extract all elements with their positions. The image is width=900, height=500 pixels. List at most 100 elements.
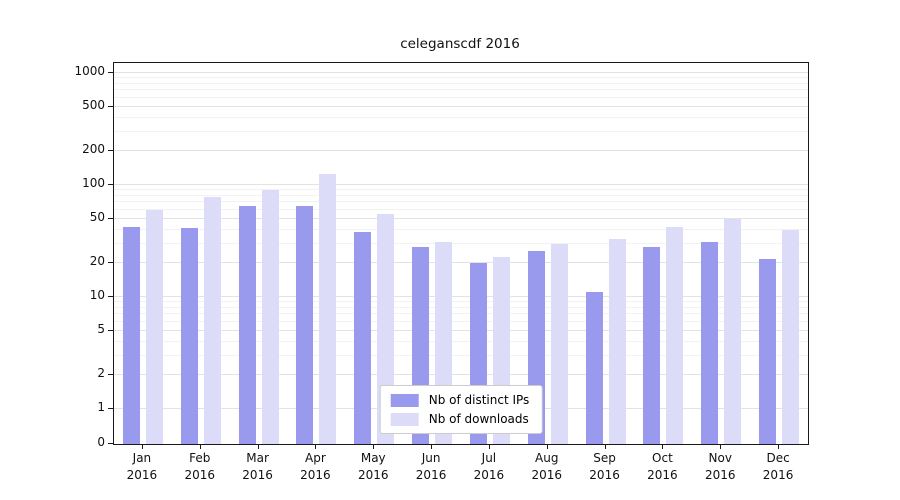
x-tick-label: May 2016 [343, 450, 403, 485]
bar-distinct-ips [180, 228, 198, 444]
bar-downloads [203, 197, 221, 444]
bar-downloads [550, 243, 568, 444]
legend-item-distinct-ips: Nb of distinct IPs [390, 393, 530, 407]
bar-distinct-ips [354, 232, 372, 444]
major-gridline [114, 262, 808, 264]
legend-swatch-downloads-icon [390, 412, 419, 426]
bar-distinct-ips [238, 206, 256, 444]
x-tick-month: Sep [593, 451, 616, 465]
y-tick-label: 0 [97, 435, 105, 449]
x-tick-year: 2016 [704, 468, 736, 483]
y-tick-label: 1000 [74, 64, 105, 78]
minor-gridline [114, 340, 808, 342]
major-gridline [114, 150, 808, 152]
minor-gridline [114, 242, 808, 244]
minor-gridline [114, 194, 808, 196]
x-tickmark [257, 444, 259, 449]
bar-downloads [261, 190, 279, 444]
minor-gridline [114, 301, 808, 303]
x-tick-year: 2016 [762, 468, 794, 483]
x-tick-label: Jun 2016 [401, 450, 461, 485]
major-gridline [114, 296, 808, 297]
plot-area: Nb of distinct IPs Nb of downloads [113, 62, 809, 445]
minor-gridline [114, 116, 808, 118]
x-tick-month: Dec [766, 451, 790, 465]
x-tickmark [720, 444, 722, 449]
x-tick-year: 2016 [473, 468, 505, 483]
x-tickmark [315, 444, 317, 449]
x-tick-label: Oct 2016 [632, 450, 692, 485]
bar-downloads [666, 227, 684, 444]
x-tick-month: Aug [535, 451, 559, 465]
major-gridline [114, 184, 808, 185]
y-tick-label: 5 [97, 321, 105, 336]
legend-item-downloads: Nb of downloads [390, 412, 530, 426]
minor-gridline [114, 189, 808, 191]
minor-gridline [114, 130, 808, 132]
minor-gridline [114, 354, 808, 356]
x-tick-month: May [360, 451, 386, 465]
y-tickmark [108, 296, 113, 297]
x-tick-label: Dec 2016 [748, 450, 808, 485]
y-tick-label: 10 [89, 288, 105, 302]
major-gridline [114, 72, 808, 73]
bar-distinct-ips [701, 242, 719, 444]
y-tick-label: 500 [82, 97, 105, 112]
minor-gridline [114, 313, 808, 315]
y-tickmark [108, 262, 113, 264]
x-tick-month: Mar [246, 451, 269, 465]
major-gridline [114, 374, 808, 376]
x-tick-label: Jan 2016 [112, 450, 172, 485]
x-tickmark [662, 444, 664, 449]
bar-downloads [145, 209, 163, 444]
x-tickmark [488, 444, 490, 449]
minor-gridline [114, 306, 808, 308]
x-tick-label: Feb 2016 [170, 450, 230, 485]
legend: Nb of distinct IPs Nb of downloads [379, 385, 543, 434]
legend-label-distinct-ips: Nb of distinct IPs [428, 393, 530, 407]
x-tick-label: Mar 2016 [228, 450, 288, 485]
minor-gridline [114, 82, 808, 84]
y-tick-label: 1 [97, 400, 105, 414]
y-tickmark [108, 329, 113, 331]
minor-gridline [114, 89, 808, 91]
bar-downloads [319, 174, 337, 444]
y-tickmark [108, 184, 113, 185]
x-tick-year: 2016 [300, 468, 331, 483]
bar-distinct-ips [643, 246, 661, 444]
major-gridline [114, 329, 808, 331]
legend-label-downloads: Nb of downloads [428, 412, 529, 426]
x-tick-month: Jan [132, 451, 152, 465]
x-tick-month: Apr [305, 451, 326, 465]
x-tickmark [546, 444, 548, 449]
y-tick-label: 50 [89, 209, 105, 224]
y-tick-label: 20 [89, 254, 105, 269]
x-tick-label: Nov 2016 [690, 450, 750, 485]
y-tickmark [108, 374, 113, 376]
bar-distinct-ips [585, 292, 603, 444]
x-tickmark [431, 444, 433, 449]
x-tickmark [373, 444, 375, 449]
chart-title: celeganscdf 2016 [400, 36, 520, 52]
x-tickmark [778, 444, 780, 449]
y-tick-label: 100 [82, 176, 105, 190]
y-tickmark [108, 72, 113, 73]
y-tickmark [108, 408, 113, 409]
x-tick-year: 2016 [415, 468, 447, 483]
x-tick-label: Apr 2016 [285, 450, 345, 485]
x-tick-month: Feb [189, 451, 211, 465]
y-tickmark [108, 217, 113, 219]
x-tick-year: 2016 [647, 468, 678, 483]
bar-distinct-ips [122, 227, 140, 444]
minor-gridline [114, 201, 808, 203]
major-gridline [114, 105, 808, 107]
x-tick-year: 2016 [589, 468, 620, 483]
x-tick-label: Jul 2016 [459, 450, 519, 485]
y-tickmark [108, 150, 113, 152]
x-tick-month: Jun [421, 451, 441, 465]
minor-gridline [114, 320, 808, 322]
x-tick-month: Oct [652, 451, 673, 465]
x-tick-month: Jul [481, 451, 497, 465]
x-tick-year: 2016 [184, 468, 216, 483]
